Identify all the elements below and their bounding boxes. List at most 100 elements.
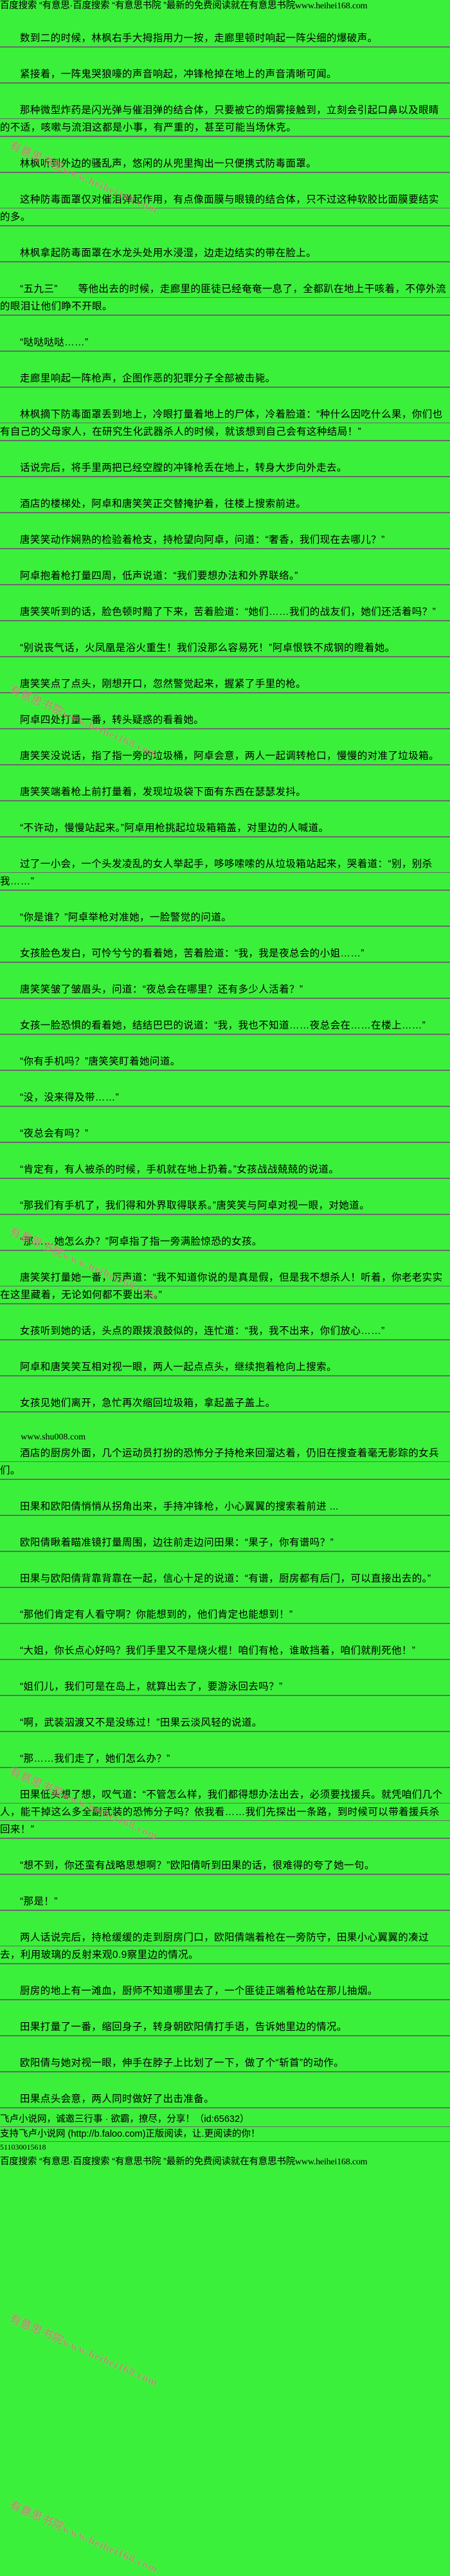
- article-paragraph: “没，没来得及带……”: [0, 1089, 450, 1108]
- article-paragraph: 女孩听到她的话，头点的跟拨浪鼓似的，连忙道：“我，我不出来，你们放心……”: [0, 1322, 450, 1341]
- article-paragraph: 欧阳倩瞅着瞄准镜打量周围，边往前走边问田果：“果子，你有谱吗？”: [0, 1534, 450, 1553]
- article-paragraph: 阿卓和唐笑笑互相对视一眼，两人一起点点头，继续抱着枪向上搜索。: [0, 1358, 450, 1377]
- blank-line: [0, 48, 450, 66]
- watermark: 有意思书院www.heihei168.com: [8, 2309, 161, 2389]
- blank-line: [0, 729, 450, 747]
- article-paragraph: 女孩见她们离开，急忙再次缩回垃圾箱，拿起盖子盖上。: [0, 1394, 450, 1413]
- blank-line: [0, 1179, 450, 1197]
- blank-line: [0, 1964, 450, 1982]
- article-paragraph: 走廊里响起一阵枪声，企图作恶的犯罪分子全部被击毙。: [0, 370, 450, 388]
- blank-line: [0, 999, 450, 1017]
- blank-line: [0, 963, 450, 981]
- blank-line: [0, 441, 450, 459]
- article-paragraph: “不许动，慢慢站起来。”阿卓用枪挑起垃圾箱箱盖，对里边的人喊道。: [0, 819, 450, 838]
- article-paragraph: “想不到，你还蛮有战略思想啊？”欧阳倩听到田果的话，很难得的夸了她一句。: [0, 1857, 450, 1876]
- article-paragraph: “啊，武装泅渡又不是没练过！”田果云淡风轻的说道。: [0, 1714, 450, 1733]
- footer-promo-line: 飞卢小说网，诚邀三行事 · 欲霸，撩尽，分享！（id:65632）: [0, 2114, 249, 2125]
- article-paragraph: 田果低头想了想，叹气道：“不管怎么样，我们都得想办法出去，必须要找援兵。就凭咱们…: [0, 1786, 450, 1840]
- article-paragraph: “那……我们走了，她们怎么办？”: [0, 1750, 450, 1769]
- blank-line: [0, 1516, 450, 1534]
- footer: 飞卢小说网，诚邀三行事 · 欲霸，撩尽，分享！（id:65632） 支持飞卢小说…: [0, 2108, 450, 2152]
- footer-code: 511030015618: [0, 2142, 46, 2152]
- article-paragraph: “你是谁？”阿卓举枪对准她，一脸警觉的问道。: [0, 909, 450, 927]
- article-paragraph: 唐笑笑打量她一番，厉声道：“我不知道你说的是真是假，但是我不想杀人！听着，你老老…: [0, 1269, 450, 1305]
- blank-line: [0, 1412, 450, 1430]
- article-paragraph: 林枫摘下防毒面罩丢到地上，冷眼打量着地上的尸体，冷着脸道：“种什么因吃什么果，你…: [0, 406, 450, 442]
- article-paragraph: “你有手机吗？”唐笑笑盯着她问道。: [0, 1053, 450, 1072]
- watermark-url: www.heihei168.com: [60, 2522, 160, 2575]
- article-paragraph: 数到二的时候，林枫右手大拇指用力一按，走廊里顿时响起一阵尖细的爆破声。: [0, 30, 450, 48]
- article-paragraph: 女孩脸色发白，可怜兮兮的看着她，苦着脸道：“我，我是夜总会的小姐……”: [0, 945, 450, 964]
- blank-line: [0, 1215, 450, 1233]
- blank-line: [0, 2000, 450, 2018]
- article-paragraph: “那他们肯定有人看守啊？你能想到的，他们肯定也能想到！”: [0, 1606, 450, 1625]
- blank-line: [0, 513, 450, 531]
- blank-line: [0, 837, 450, 855]
- footer-support-line: 支持飞卢小说网 (http://b.faloo.com)正版阅读，让.更阅读的你…: [0, 2129, 260, 2140]
- article-paragraph: 唐笑笑动作娴熟的检验着枪支，持枪望向阿卓，问道：“奢香，我们现在去哪儿？”: [0, 531, 450, 550]
- inline-source-url[interactable]: www.shu008.com: [21, 1432, 86, 1443]
- article-paragraph: 厨房的地上有一滩血，厨师不知道哪里去了，一个匪徒正端着枪站在那儿抽烟。: [0, 1982, 450, 2001]
- article-paragraph: 紧接着，一阵鬼哭狼嚎的声音响起，冲锋枪掉在地上的声音清晰可闻。: [0, 66, 450, 84]
- blank-line: [0, 1340, 450, 1358]
- blank-line: [0, 226, 450, 244]
- blank-line: [0, 1875, 450, 1893]
- blank-line: [0, 1304, 450, 1322]
- blank-line: [0, 891, 450, 909]
- blank-line: [0, 585, 450, 603]
- blank-line: [0, 1480, 450, 1498]
- article-paragraph: “别说丧气话，火凤凰是浴火重生！我们没那么容易死！”阿卓恨铁不成钢的瞪着她。: [0, 639, 450, 658]
- article-paragraph: 阿卓抱着枪打量四周，低声说道：“我们要想办法和外界联络。”: [0, 567, 450, 586]
- article-paragraph: 田果打量了一番，缩回身子，转身朝欧阳倩打手语，告诉她里边的情况。: [0, 2018, 450, 2037]
- article-paragraph: “哒哒哒哒……”: [0, 334, 450, 352]
- article-paragraph: 田果点头会意，两人同时做好了出击准备。: [0, 2090, 450, 2109]
- article-paragraph: “那……她怎么办？”阿卓指了指一旁满脸惊恐的女孩。: [0, 1233, 450, 1252]
- article-paragraph: 两人话说完后，持枪缓缓的走到厨房门口，欧阳倩端着枪在一旁防守，田果小心翼翼的凑过…: [0, 1929, 450, 1965]
- article-paragraph: 过了一小会，一个头发凌乱的女人举起手，哆哆嗦嗦的从垃圾箱站起来，哭着道：“别，别…: [0, 855, 450, 891]
- watermark-label: 有意思书院: [8, 2498, 66, 2534]
- blank-line: [0, 137, 450, 155]
- bottom-promo-url[interactable]: www.heihei168.com: [295, 2157, 368, 2168]
- blank-line: [0, 549, 450, 567]
- top-promo-url[interactable]: www.heihei168.com: [295, 1, 368, 11]
- article-paragraph: “大姐，你长点心好吗？我们手里又不是烧火棍！咱们有枪，谁敢挡着，咱们就削死他！”: [0, 1642, 450, 1661]
- blank-line: [0, 316, 450, 334]
- article-paragraph: 唐笑笑皱了皱眉头，问道：“夜总会在哪里？还有多少人活着？”: [0, 981, 450, 1000]
- blank-line: [0, 1143, 450, 1161]
- blank-line: [0, 1696, 450, 1714]
- article-paragraph: 唐笑笑没说话，指了指一旁的垃圾桶，阿卓会意，两人一起调转枪口，慢慢的对准了垃圾箱…: [0, 747, 450, 766]
- blank-line: [0, 1732, 450, 1750]
- blank-line: [0, 1768, 450, 1786]
- top-promo-bar: 百度搜索 “有意思·百度搜索 “有意思书院 ”最新的免费阅读就在有意思书院www…: [0, 0, 450, 12]
- article-paragraph: 唐笑笑点了点头，刚想开口，忽然警觉起来，握紧了手里的枪。: [0, 675, 450, 694]
- article-paragraph: “五九三” 等他出去的时候，走廊里的匪徒已经奄奄一息了，全都趴在地上干咳着，不停…: [0, 280, 450, 316]
- blank-line: [0, 1071, 450, 1089]
- footer-divider: [0, 2126, 450, 2128]
- blank-line: [0, 84, 450, 102]
- article-paragraph: “那我们有手机了，我们得和外界取得联系。”唐笑笑与阿卓对视一眼，对她道。: [0, 1197, 450, 1216]
- blank-line: [0, 1911, 450, 1929]
- article-body: 数到二的时候，林枫右手大拇指用力一按，走廊里顿时响起一阵尖细的爆破声。 紧接着，一…: [0, 12, 450, 2109]
- article-paragraph: 这种防毒面罩仅对催泪弹起作用，有点像面膜与眼镜的结合体，只不过这种软胶比面膜要结…: [0, 191, 450, 227]
- article-paragraph: 话说完后，将手里两把已经空膛的冲锋枪丢在地上，转身大步向外走去。: [0, 459, 450, 478]
- blank-line: [0, 1624, 450, 1642]
- blank-line: [0, 1035, 450, 1053]
- article-paragraph: 酒店的厨房外面，几个运动员打扮的恐怖分子持枪来回溜达着，仍旧在搜查着毫无影踪的女…: [0, 1445, 450, 1481]
- top-promo-text: 百度搜索 “有意思·百度搜索 “有意思书院 ”最新的免费阅读就在有意思书院: [0, 1, 295, 11]
- blank-line: [0, 1107, 450, 1125]
- article-paragraph: 唐笑笑端着枪上前打量着，发现垃圾袋下面有东西在瑟瑟发抖。: [0, 783, 450, 802]
- blank-line: [0, 1588, 450, 1606]
- blank-line: [0, 1552, 450, 1570]
- article-paragraph: 酒店的楼梯处，阿卓和唐笑笑正交替掩护着，往楼上搜索前进。: [0, 495, 450, 514]
- blank-line: [0, 262, 450, 280]
- blank-line: [0, 1376, 450, 1394]
- article-paragraph: 那种微型炸药是闪光弹与催泪弹的结合体，只要被它的烟雾接触到，立刻会引起口鼻以及眼…: [0, 102, 450, 138]
- blank-line: [0, 1251, 450, 1269]
- article-paragraph: “夜总会有吗？”: [0, 1125, 450, 1144]
- watermark-label: 有意思书院: [8, 2312, 66, 2347]
- watermark-url: www.heihei168.com: [60, 2335, 160, 2389]
- blank-line: [0, 12, 450, 30]
- blank-line: [0, 927, 450, 945]
- blank-line: [0, 765, 450, 783]
- article-paragraph: 唐笑笑听到的话，脸色顿时黯了下来，苦着脸道：“她们……我们的战友们，她们还活着吗…: [0, 603, 450, 622]
